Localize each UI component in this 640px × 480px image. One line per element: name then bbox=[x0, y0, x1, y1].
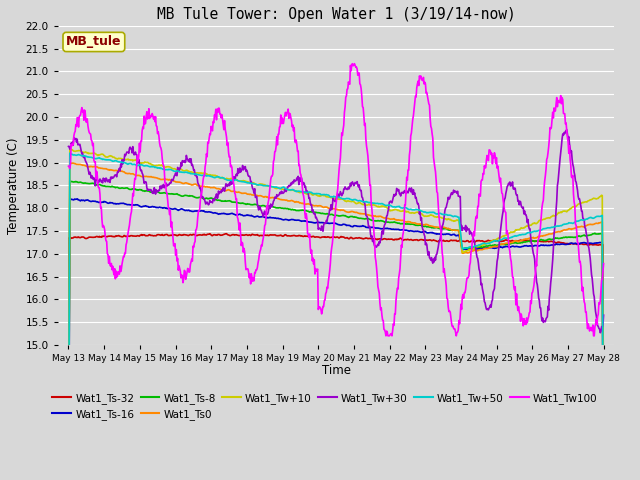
Text: MB_tule: MB_tule bbox=[66, 36, 122, 48]
X-axis label: Time: Time bbox=[321, 364, 351, 377]
Title: MB Tule Tower: Open Water 1 (3/19/14-now): MB Tule Tower: Open Water 1 (3/19/14-now… bbox=[157, 7, 515, 22]
Y-axis label: Temperature (C): Temperature (C) bbox=[7, 137, 20, 234]
Legend: Wat1_Ts-32, Wat1_Ts-16, Wat1_Ts-8, Wat1_Ts0, Wat1_Tw+10, Wat1_Tw+30, Wat1_Tw+50,: Wat1_Ts-32, Wat1_Ts-16, Wat1_Ts-8, Wat1_… bbox=[48, 388, 602, 424]
